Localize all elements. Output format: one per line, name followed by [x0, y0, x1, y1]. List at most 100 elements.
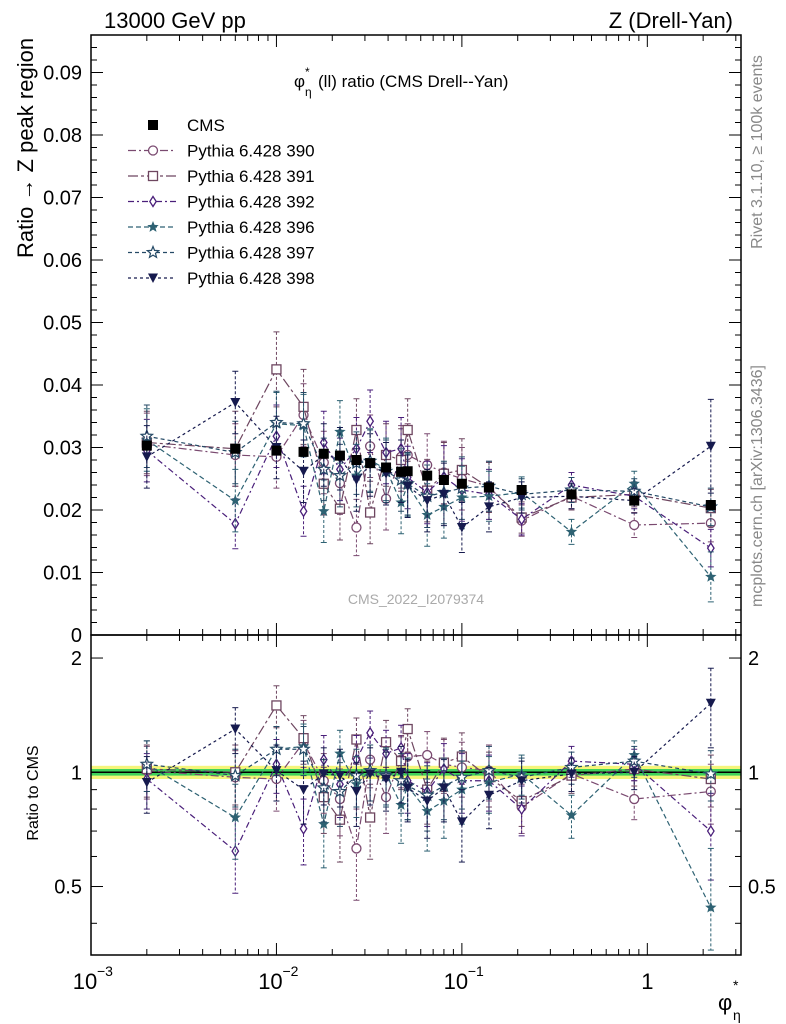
- chart-title-star: *: [305, 65, 310, 79]
- chart-title-sub: η: [305, 85, 312, 99]
- ratio-y-tick-label: 1: [71, 762, 82, 784]
- y-tick-label: 0.08: [43, 125, 82, 147]
- data-point: [517, 513, 526, 526]
- data-point: [366, 415, 375, 428]
- data-point: [456, 478, 467, 489]
- ratio-data-point: [705, 698, 716, 709]
- series-cms: [141, 440, 716, 510]
- ratio-data-point: [421, 805, 433, 816]
- data-point: [334, 450, 345, 461]
- data-point: [230, 443, 241, 454]
- legend-label: Pythia 6.428 396: [187, 218, 315, 237]
- data-point: [334, 503, 346, 514]
- data-point: [422, 496, 433, 506]
- data-point: [141, 452, 152, 462]
- legend-marker: [148, 273, 158, 283]
- x-tick-label-exponent: −2: [282, 963, 298, 979]
- data-point: [628, 477, 640, 489]
- legend-item-s391: Pythia 6.428 391: [128, 167, 315, 186]
- data-point: [438, 489, 449, 500]
- ratio-data-point: [456, 783, 468, 795]
- legend-label: Pythia 6.428 392: [187, 193, 315, 212]
- ratio-data-point: [381, 774, 392, 785]
- ratio-y-tick-label-right: 0.5: [748, 877, 776, 899]
- chart-title-rest: (ll) ratio (CMS Drell--Yan): [318, 72, 508, 91]
- data-point: [483, 502, 494, 512]
- data-point: [566, 489, 577, 500]
- x-axis-title: φ * η: [718, 977, 741, 1023]
- data-point: [483, 482, 494, 493]
- y-tick-label: 0.04: [43, 375, 82, 397]
- ratio-data-point: [364, 812, 376, 823]
- ratio-data-point: [271, 700, 282, 711]
- ratio-data-point: [271, 766, 282, 776]
- ratio-data-point: [565, 809, 578, 821]
- chart-title-main: φ: [294, 72, 305, 91]
- ratio-data-point: [365, 769, 376, 779]
- ratio-data-point: [454, 769, 470, 784]
- main-y-axis-label: Ratio → Z peak region: [13, 38, 38, 258]
- data-point: [402, 466, 413, 477]
- legend-label: Pythia 6.428 390: [187, 142, 315, 161]
- series-s391: [141, 331, 716, 545]
- data-point: [402, 481, 413, 492]
- ratio-data-point: [422, 796, 433, 807]
- data-point: [364, 507, 376, 518]
- ratio-data-point: [706, 824, 715, 838]
- y-tick-label: 0.07: [43, 188, 82, 210]
- ratio-data-point: [298, 785, 309, 795]
- ratio-data-point: [366, 726, 375, 740]
- x-tick-label: 10 −2: [258, 963, 298, 994]
- x-tick-label: 10 −3: [73, 963, 113, 994]
- data-point: [402, 424, 413, 436]
- data-point: [422, 470, 433, 481]
- x-tick-label-base: 10: [73, 969, 97, 994]
- y-tick-label: 0.09: [43, 63, 82, 85]
- data-point: [483, 490, 495, 502]
- legend-item-s398: Pythia 6.428 398: [128, 269, 315, 288]
- data-point: [141, 440, 152, 451]
- ratio-data-point: [230, 724, 241, 735]
- data-point: [319, 436, 328, 449]
- y-tick-label: 0.03: [43, 438, 82, 460]
- data-point: [516, 485, 527, 495]
- x-tick-label-exponent: −3: [97, 963, 113, 979]
- ratio-data-point: [351, 843, 362, 854]
- ratio-data-point: [517, 802, 526, 816]
- ratio-data-point: [629, 767, 640, 778]
- x-tick-label-base: 10: [258, 969, 282, 994]
- legend-label: Pythia 6.428 391: [187, 167, 315, 186]
- series-line: [146, 419, 712, 549]
- legend-label: Pythia 6.428 398: [187, 269, 315, 288]
- data-point: [334, 425, 346, 437]
- ratio-y-tick-label: 0.5: [54, 877, 82, 899]
- legend-item-s390: Pythia 6.428 390: [128, 142, 315, 161]
- header-right: Z (Drell-Yan): [609, 8, 733, 33]
- y-tick-label: 0.01: [43, 563, 82, 585]
- data-point: [296, 416, 311, 430]
- data-point: [318, 505, 330, 517]
- ratio-data-point: [229, 811, 242, 823]
- x-axis-label-star: *: [733, 977, 739, 993]
- ratio-y-axis-label: Ratio to CMS: [25, 745, 42, 840]
- data-point: [456, 523, 467, 533]
- ratio-data-point: [516, 776, 527, 786]
- legend-marker: [149, 195, 157, 208]
- data-point: [705, 570, 717, 582]
- data-point: [230, 398, 241, 408]
- data-point: [396, 466, 407, 477]
- ratio-data-point: [396, 767, 407, 778]
- x-axis-label-sub: η: [733, 1007, 741, 1023]
- y-tick-label: 0.05: [43, 313, 82, 335]
- legend-marker: [147, 145, 159, 156]
- analysis-watermark: CMS_2022_I2079374: [348, 591, 484, 607]
- ratio-y-tick-label-right: 1: [748, 762, 759, 784]
- chart-title: φ * η (ll) ratio (CMS Drell--Yan): [294, 65, 508, 99]
- ratio-y-tick-label-right: 2: [748, 648, 759, 670]
- data-point: [231, 517, 240, 530]
- x-tick-label: 10 −1: [444, 963, 484, 994]
- ratio-data-point: [629, 793, 640, 805]
- ratio-data-point: [402, 723, 413, 735]
- data-point: [351, 522, 362, 533]
